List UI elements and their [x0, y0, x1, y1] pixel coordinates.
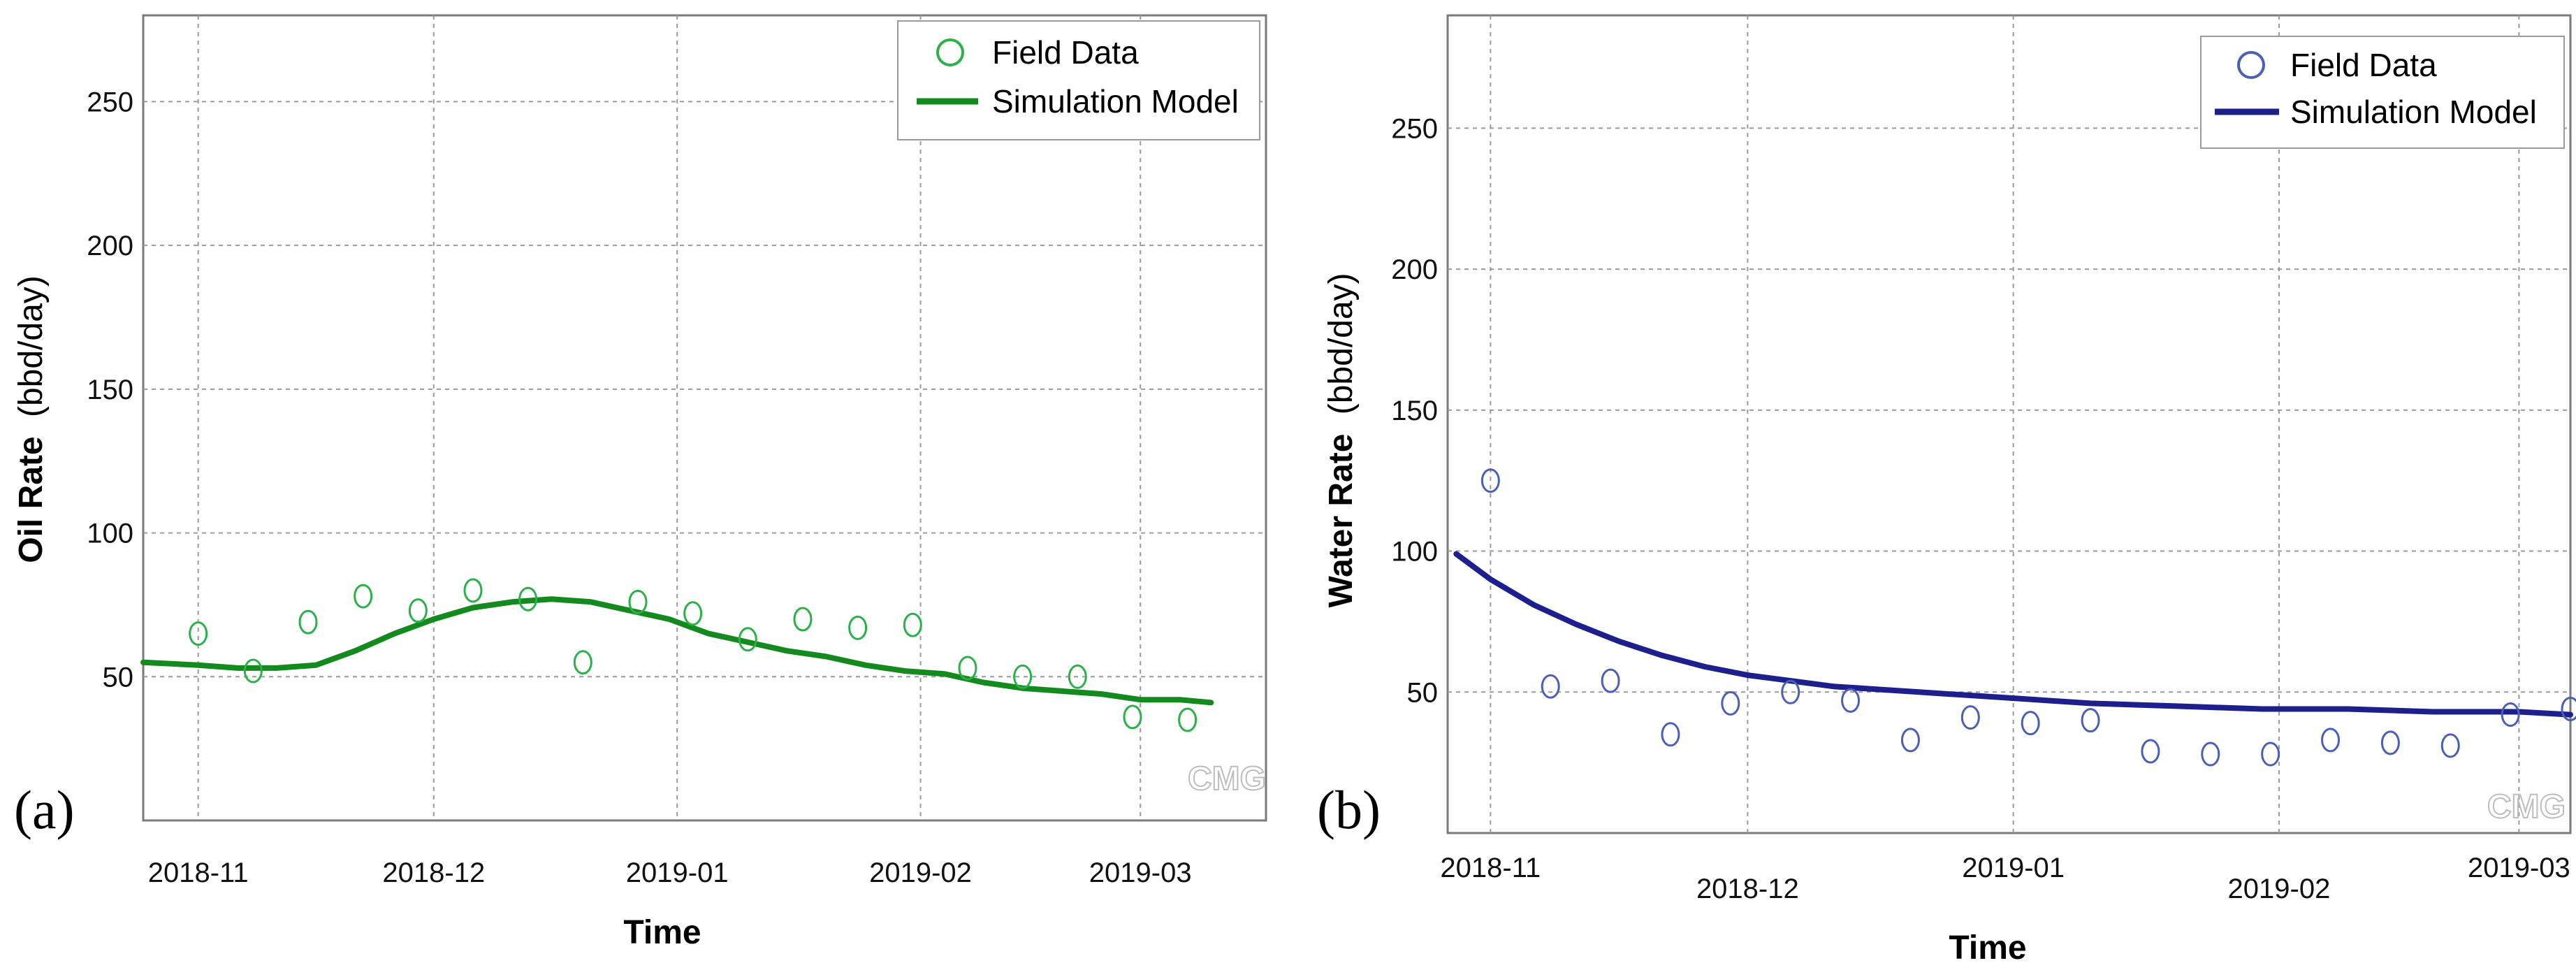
- legend-marker-icon: [2237, 51, 2265, 79]
- field-data-point: [408, 598, 428, 623]
- field-data-point: [738, 627, 757, 652]
- field-data-point: [1601, 668, 1620, 693]
- field-data-point: [1013, 664, 1033, 689]
- field-data-point: [683, 601, 703, 626]
- y-tick-label: 150: [87, 375, 133, 405]
- x-tick-label: 2018-11: [148, 857, 249, 888]
- field-data-point: [903, 612, 922, 637]
- y-tick-label: 200: [1391, 254, 1438, 285]
- legend-box: [2200, 36, 2565, 149]
- x-tick-labels: 2018-11 2018-12 2019-01 2019-02 2019-03: [148, 857, 1192, 888]
- series: [140, 578, 1214, 732]
- field-data-point: [958, 656, 977, 681]
- y-axis-title-bold: Oil Rate: [13, 436, 50, 563]
- y-axis-title-unit: (bbd/day): [1323, 273, 1360, 414]
- field-data-point: [1123, 704, 1142, 730]
- cmg-watermark: CMG: [2487, 788, 2566, 825]
- field-data-point: [848, 615, 868, 640]
- y-axis-title: Water Rate (bbd/day): [1323, 273, 1360, 607]
- x-tick-label: 2019-02: [2228, 874, 2331, 904]
- field-data-point: [2141, 739, 2160, 764]
- field-data-point: [298, 609, 318, 635]
- field-data-point: [1541, 674, 1560, 699]
- y-tick-label: 50: [1407, 677, 1439, 708]
- plot-frame: [142, 14, 1267, 822]
- field-data-point: [2021, 711, 2040, 736]
- legend-box: [897, 20, 1260, 140]
- legend-simulation-model: Simulation Model: [2290, 94, 2537, 130]
- field-data-point: [628, 589, 648, 614]
- field-data-point: [1900, 728, 1920, 753]
- field-data-point: [2440, 733, 2460, 758]
- y-tick-label: 100: [1391, 537, 1438, 567]
- field-data-point: [2081, 708, 2100, 733]
- y-tick-label: 50: [103, 662, 134, 693]
- field-data-point: [573, 650, 592, 675]
- gridlines: [143, 15, 1266, 820]
- series: [1453, 468, 2576, 767]
- y-axis-title-bold: Water Rate: [1323, 434, 1360, 608]
- legend-simulation-model: Simulation Model: [992, 83, 1239, 120]
- x-tick-label: 2019-03: [2468, 853, 2570, 883]
- x-tick-labels: 2018-11 2018-12 2019-01 2019-02 2019-03: [1440, 853, 2570, 904]
- cmg-watermark: CMG: [1188, 760, 1266, 797]
- field-data-point: [2380, 730, 2400, 755]
- x-axis-title: Time: [623, 914, 701, 951]
- simulation-model-line: [1453, 551, 2573, 718]
- field-data-point: [1721, 690, 1740, 716]
- x-tick-label: 2019-03: [1089, 857, 1192, 888]
- water-rate-chart: 50 100 150 200 250 2018-11 2018-12 2019-01 2019…: [1317, 14, 2576, 967]
- y-tick-label: 250: [87, 87, 133, 117]
- field-data-point: [354, 584, 373, 609]
- y-tick-labels: 50 100 150 200 250: [1391, 113, 1438, 708]
- field-data-point: [1781, 679, 1800, 704]
- x-tick-label: 2018-11: [1440, 853, 1541, 883]
- x-tick-label: 2018-12: [382, 857, 485, 888]
- field-data-point: [463, 578, 483, 603]
- panel-label: (b): [1317, 779, 1381, 840]
- y-axis-title-unit: (bbd/day): [13, 275, 50, 417]
- field-data-point: [2201, 741, 2220, 767]
- y-tick-label: 100: [87, 519, 133, 549]
- x-tick-label: 2018-12: [1696, 874, 1799, 904]
- field-data-point: [1480, 468, 1500, 493]
- plot-frame: [1446, 14, 2572, 834]
- simulation-model-line: [140, 596, 1214, 706]
- oil-rate-chart: 50 100 150 200 250 2018-11 2018-12 2019-01 2019…: [13, 14, 1267, 951]
- field-data-point: [2561, 696, 2576, 721]
- field-data-point: [1960, 705, 1980, 730]
- x-tick-label: 2019-02: [869, 857, 972, 888]
- legend-field-data: Field Data: [992, 34, 1139, 71]
- legend-marker-icon: [936, 38, 964, 66]
- y-tick-label: 150: [1391, 396, 1438, 426]
- legend: Field Data Simulation Model: [2200, 36, 2565, 149]
- field-data-point: [2321, 728, 2341, 753]
- field-data-point: [1841, 688, 1861, 713]
- y-tick-labels: 50 100 150 200 250: [87, 87, 133, 693]
- field-data-point: [518, 586, 538, 611]
- field-data-point: [189, 621, 208, 646]
- x-tick-label: 2019-01: [626, 857, 729, 888]
- field-data-point: [793, 607, 813, 632]
- legend: Field Data Simulation Model: [897, 20, 1260, 140]
- x-axis-title: Time: [1949, 929, 2026, 967]
- field-data-point: [243, 658, 263, 683]
- field-data-point: [1661, 722, 1680, 747]
- field-data-point: [1068, 664, 1087, 689]
- panel-label: (a): [14, 779, 75, 840]
- legend-field-data: Field Data: [2290, 47, 2437, 83]
- y-axis-title: Oil Rate (bbd/day): [13, 275, 50, 563]
- y-tick-label: 200: [87, 231, 133, 261]
- field-data-point: [2261, 741, 2280, 767]
- y-tick-label: 250: [1391, 113, 1438, 144]
- field-data-point: [1178, 707, 1198, 732]
- field-data-point: [2501, 702, 2520, 728]
- x-tick-label: 2019-01: [1962, 853, 2065, 883]
